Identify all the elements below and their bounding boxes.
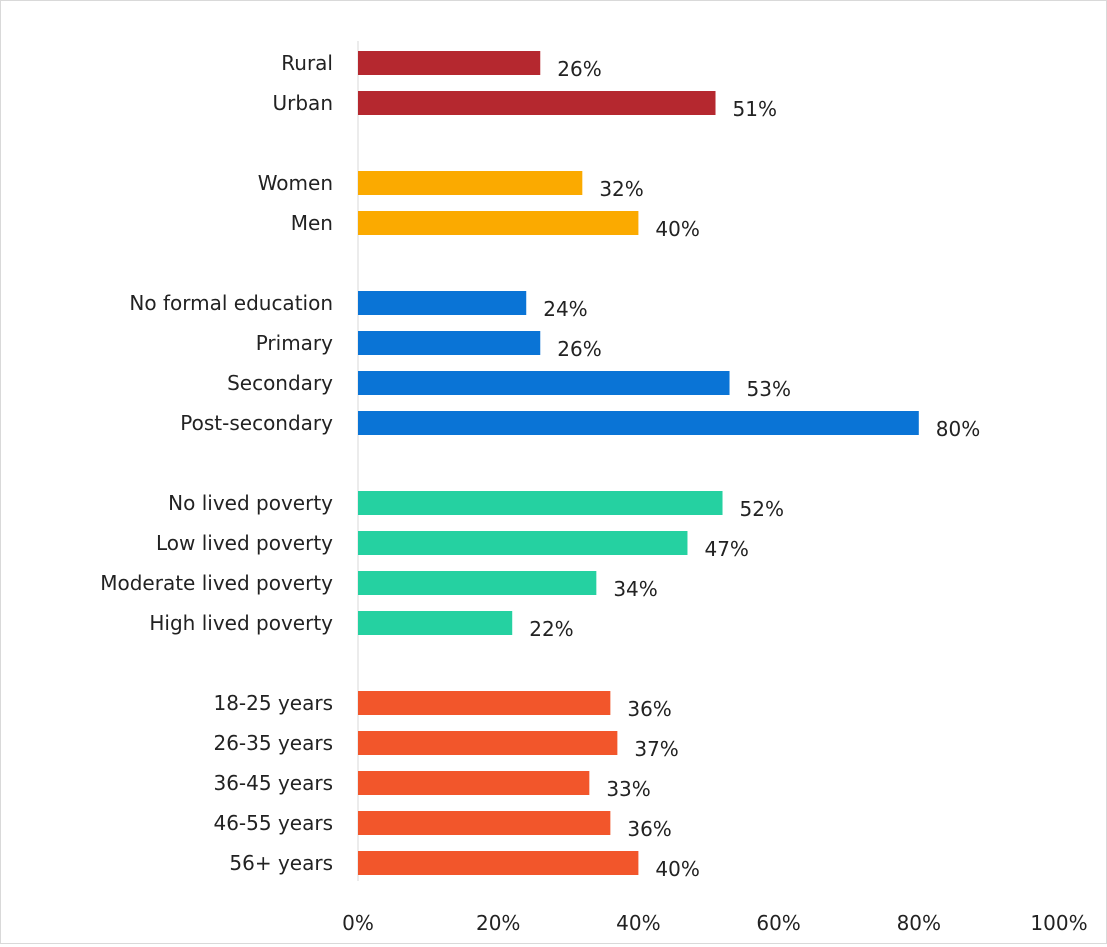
bar — [358, 611, 513, 635]
x-tick-label: 60% — [756, 911, 800, 935]
category-label: Primary — [256, 331, 333, 355]
value-label: 80% — [936, 417, 980, 441]
category-label: Rural — [281, 51, 333, 75]
value-label: 22% — [529, 617, 573, 641]
bar — [358, 51, 541, 75]
value-label: 53% — [747, 377, 791, 401]
category-label: Secondary — [227, 371, 333, 395]
value-label: 37% — [634, 737, 678, 761]
bar — [358, 811, 611, 835]
category-label: Moderate lived poverty — [100, 571, 333, 595]
value-label: 51% — [733, 97, 777, 121]
value-label: 26% — [557, 337, 601, 361]
category-label: No lived poverty — [168, 491, 333, 515]
value-label: 26% — [557, 57, 601, 81]
x-axis-ticks: 0% 20% 40% 60% 80% 100% — [342, 911, 1087, 935]
value-label: 40% — [655, 217, 699, 241]
category-label: High lived poverty — [149, 611, 333, 635]
x-tick-label: 80% — [897, 911, 941, 935]
category-label: 56+ years — [229, 851, 333, 875]
value-label: 24% — [543, 297, 587, 321]
category-label: Men — [291, 211, 333, 235]
bar — [358, 491, 723, 515]
bar — [358, 291, 527, 315]
value-label: 36% — [627, 697, 671, 721]
x-tick-label: 0% — [342, 911, 374, 935]
category-label: Urban — [273, 91, 334, 115]
bar — [358, 771, 590, 795]
category-label: 18-25 years — [213, 691, 333, 715]
bar — [358, 731, 618, 755]
bar — [358, 91, 716, 115]
category-label: 26-35 years — [213, 731, 333, 755]
x-tick-label: 100% — [1030, 911, 1087, 935]
category-label: 36-45 years — [213, 771, 333, 795]
value-label: 33% — [606, 777, 650, 801]
bar — [358, 691, 611, 715]
bar — [358, 371, 730, 395]
bar — [358, 211, 639, 235]
value-label: 47% — [704, 537, 748, 561]
category-label: Post-secondary — [180, 411, 333, 435]
value-label: 32% — [599, 177, 643, 201]
value-label: 36% — [627, 817, 671, 841]
category-label: 46-55 years — [213, 811, 333, 835]
bar — [358, 571, 597, 595]
bar — [358, 171, 583, 195]
value-label: 34% — [613, 577, 657, 601]
bar — [358, 411, 919, 435]
value-label: 40% — [655, 857, 699, 881]
category-label: Low lived poverty — [156, 531, 333, 555]
bars: Rural 26% Urban 51% Women 32% Men 40% No formal … — [100, 51, 980, 881]
bar — [358, 531, 688, 555]
value-label: 52% — [740, 497, 784, 521]
category-label: Women — [258, 171, 333, 195]
x-tick-label: 40% — [616, 911, 660, 935]
category-label: No formal education — [129, 291, 333, 315]
bar — [358, 851, 639, 875]
x-tick-label: 20% — [476, 911, 520, 935]
bar — [358, 331, 541, 355]
